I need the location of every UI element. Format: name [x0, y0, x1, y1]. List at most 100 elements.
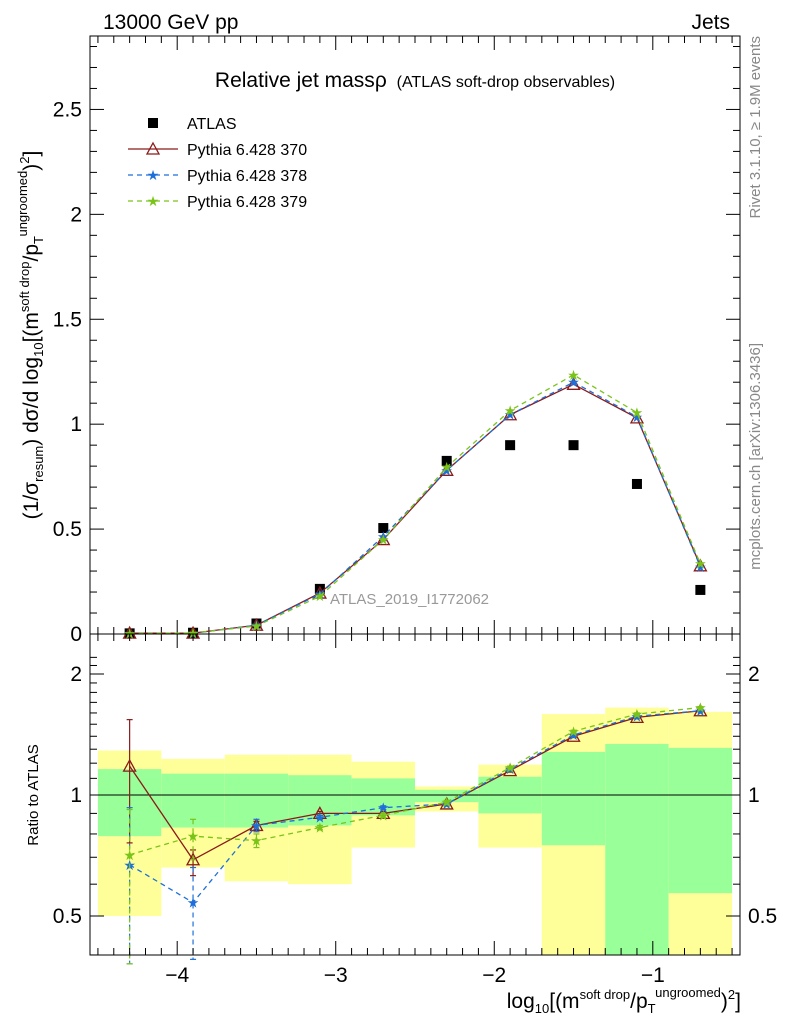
- legend-entry-379: ★ Pythia 6.428 379: [128, 193, 307, 211]
- ratio-point-pythia-6-428-378: ★: [377, 800, 390, 816]
- data-point-pythia-6-428-378: ★: [250, 617, 263, 633]
- data-point-pythia-6-428-370: [503, 407, 518, 421]
- y-label-part: 2: [17, 157, 32, 164]
- ratio-point-pythia-6-428-378: ★: [694, 703, 707, 719]
- data-point-pythia-6-428-378: ★: [504, 407, 517, 423]
- ratio-point-pythia-6-428-379: ★: [377, 807, 390, 823]
- ratio-y-axis-label: Ratio to ATLAS: [25, 744, 42, 845]
- legend-label-370: Pythia 6.428 370: [187, 142, 307, 159]
- data-point-pythia-6-428-379: ★: [377, 532, 390, 548]
- ratio-point-pythia-6-428-370: [122, 758, 137, 772]
- data-point-atlas: [631, 478, 642, 489]
- x-label-part: log: [507, 990, 535, 1013]
- data-point-atlas: [314, 583, 325, 594]
- legend-entry-370: Pythia 6.428 370: [128, 141, 307, 159]
- data-point-pythia-6-428-378: ★: [694, 559, 707, 575]
- process-label: Jets: [691, 11, 730, 34]
- x-label-part: /p: [630, 990, 648, 1013]
- analysis-label: ATLAS_2019_I1772062: [330, 591, 489, 608]
- data-point-atlas: [695, 584, 706, 595]
- ratio-point-pythia-6-428-379: ★: [314, 820, 327, 836]
- chart-title: Relative jet massρ (ATLAS soft-drop obse…: [215, 69, 615, 92]
- data-point-pythia-6-428-379: ★: [314, 588, 327, 604]
- series-line-pythia-6-428-370: [129, 383, 701, 634]
- y-label-part: soft drop: [17, 262, 32, 313]
- x-tick-label: −4: [165, 964, 189, 987]
- legend-marker-379: ★: [147, 193, 160, 209]
- x-tick-label: −3: [324, 964, 348, 987]
- legend-label-atlas: ATLAS: [187, 116, 237, 133]
- data-point-atlas: [441, 455, 452, 466]
- x-label-part: soft drop: [580, 987, 631, 1002]
- data-point-pythia-6-428-370: [693, 558, 708, 572]
- x-tick-label: −1: [641, 964, 665, 987]
- ratio-line-pythia-6-428-379: [129, 706, 701, 856]
- data-point-pythia-6-428-379: ★: [187, 625, 200, 641]
- uncertainty-band-inner: [668, 747, 733, 894]
- main-y-tick-label: 1.5: [53, 308, 82, 331]
- data-point-pythia-6-428-378: ★: [377, 528, 390, 544]
- data-point-pythia-6-428-370: [629, 410, 645, 424]
- ratio-y-tick-label-right: 1: [748, 784, 760, 807]
- main-series-layer: ★ ★★★★★★★★★★ ★ ★★★★★★★★: [122, 367, 708, 642]
- mcplots-label: mcplots.cern.ch [arXiv:1306.3436]: [747, 343, 764, 570]
- data-point-pythia-6-428-370: [312, 585, 327, 599]
- main-y-tick-label: 1: [70, 413, 82, 436]
- ratio-point-pythia-6-428-379: ★: [694, 700, 707, 716]
- data-point-atlas: [251, 618, 262, 629]
- rivet-version-label: Rivet 3.1.10, ≥ 1.9M events: [747, 36, 764, 219]
- legend-marker-atlas: [148, 118, 158, 128]
- data-point-pythia-6-428-379: ★: [694, 556, 707, 572]
- main-axis-ticks: 0 0.5 1 1.5 2 2.5: [53, 36, 740, 646]
- data-point-pythia-6-428-378: ★: [567, 374, 580, 390]
- ratio-point-pythia-6-428-379: ★: [123, 847, 136, 863]
- ratio-y-tick-label: 2: [70, 663, 82, 686]
- ratio-series-layer: ★★★★★★★★★★★★★★★★★★★★: [122, 700, 708, 965]
- y-label-part: [(m: [20, 312, 43, 342]
- ratio-point-pythia-6-428-379: ★: [504, 760, 517, 776]
- x-label-part: 10: [535, 1001, 549, 1016]
- y-label-part: /p: [20, 244, 43, 262]
- main-y-tick-label: 0: [70, 623, 82, 646]
- ratio-y-tick-label: 1: [70, 784, 82, 807]
- legend-label-379: Pythia 6.428 379: [187, 194, 307, 211]
- data-point-pythia-6-428-379: ★: [567, 367, 580, 383]
- data-point-pythia-6-428-370: [439, 462, 454, 476]
- series-line-pythia-6-428-378: [129, 381, 701, 635]
- data-point-pythia-6-428-378: ★: [631, 409, 644, 425]
- ratio-y-tick-label-right: 0.5: [748, 905, 777, 928]
- legend-marker-370: [145, 141, 161, 155]
- ratio-point-pythia-6-428-379: ★: [250, 833, 263, 849]
- y-label-part: ) dσ/d log: [20, 357, 43, 446]
- y-label-part: ): [20, 164, 43, 171]
- ratio-y-tick-label: 0.5: [53, 905, 82, 928]
- uncertainty-band-inner: [161, 773, 225, 828]
- ratio-y-tick-label-right: 2: [748, 663, 760, 686]
- x-label-part: ungroomed: [655, 985, 721, 1000]
- x-tick-label: −2: [482, 964, 506, 987]
- legend-marker-378: ★: [147, 167, 160, 183]
- x-label-part: 2: [728, 987, 735, 1002]
- legend-entry-atlas: ATLAS: [148, 116, 237, 133]
- main-y-tick-label: 2: [70, 203, 82, 226]
- uncertainty-band-inner: [541, 751, 606, 846]
- energy-label: 13000 GeV pp: [103, 11, 238, 34]
- ratio-point-pythia-6-428-378: ★: [631, 708, 644, 724]
- data-point-atlas: [568, 440, 579, 451]
- y-label-part: ungroomed: [15, 171, 30, 237]
- ratio-axis-ticks: −4 −3 −2 −1 0.5 0.5 1 1 2 2: [53, 634, 777, 987]
- x-label-part: ): [721, 990, 728, 1013]
- main-y-tick-label: 2.5: [53, 98, 82, 121]
- x-label-part: T: [648, 1001, 656, 1016]
- data-point-pythia-6-428-379: ★: [250, 618, 263, 634]
- y-label-part: 10: [31, 342, 46, 356]
- data-point-pythia-6-428-378: ★: [440, 462, 453, 478]
- data-point-atlas: [505, 440, 516, 451]
- ratio-point-pythia-6-428-378: ★: [187, 895, 200, 911]
- x-axis-label: log10[(msoft drop/pTungroomed)2]: [507, 985, 741, 1016]
- ratio-point-pythia-6-428-379: ★: [567, 723, 580, 739]
- legend: ATLAS Pythia 6.428 370 ★ Pythia 6.428 37…: [128, 116, 307, 211]
- ratio-panel: ★★★★★★★★★★★★★★★★★★★★ −4−3−2−10.50.51122 …: [25, 633, 777, 1016]
- data-point-pythia-6-428-379: ★: [631, 405, 644, 421]
